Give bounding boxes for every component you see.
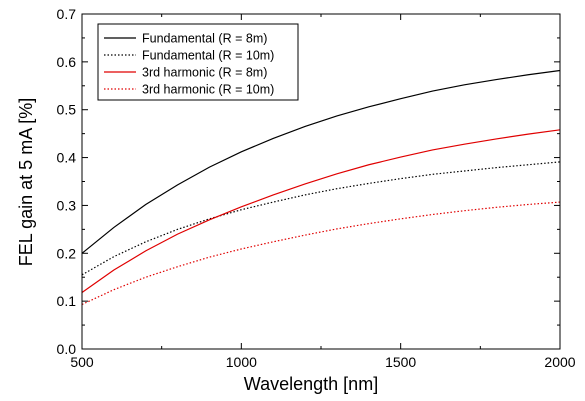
legend-label: 3rd harmonic (R = 8m): [142, 66, 267, 80]
x-tick-label: 1000: [226, 354, 257, 370]
y-tick-label: 0.5: [57, 102, 77, 118]
x-tick-label: 500: [70, 354, 94, 370]
plot-lines: [81, 69, 561, 306]
series-line-4: [81, 201, 561, 306]
y-tick-label: 0.7: [57, 6, 77, 22]
legend-label: 3rd harmonic (R = 10m): [142, 83, 274, 97]
y-tick-label: 0.0: [57, 341, 77, 357]
series-line-1: [81, 69, 561, 254]
ticks: 500 1000 1500 2000 0.0 0.1 0.2 0.3 0.4 0.5 0.6 0.7: [57, 6, 576, 370]
x-tick-label: 2000: [544, 354, 575, 370]
legend-label: Fundamental (R = 10m): [142, 49, 274, 63]
legend: Fundamental (R = 8m) Fundamental (R = 10m…: [97, 23, 299, 101]
legend-label: Fundamental (R = 8m): [142, 32, 267, 46]
y-tick-label: 0.4: [57, 150, 77, 166]
y-axis-label: FEL gain at 5 mA [%]: [16, 98, 36, 266]
y-tick-label: 0.6: [57, 54, 77, 70]
legend-box: [97, 23, 299, 101]
x-tick-label: 1500: [385, 354, 416, 370]
series-line-3: [81, 129, 561, 294]
x-axis-label: Wavelength [nm]: [244, 374, 378, 394]
y-tick-label: 0.2: [57, 245, 77, 261]
y-tick-label: 0.3: [57, 197, 77, 213]
series-line-2: [81, 161, 561, 276]
y-tick-label: 0.1: [57, 293, 77, 309]
